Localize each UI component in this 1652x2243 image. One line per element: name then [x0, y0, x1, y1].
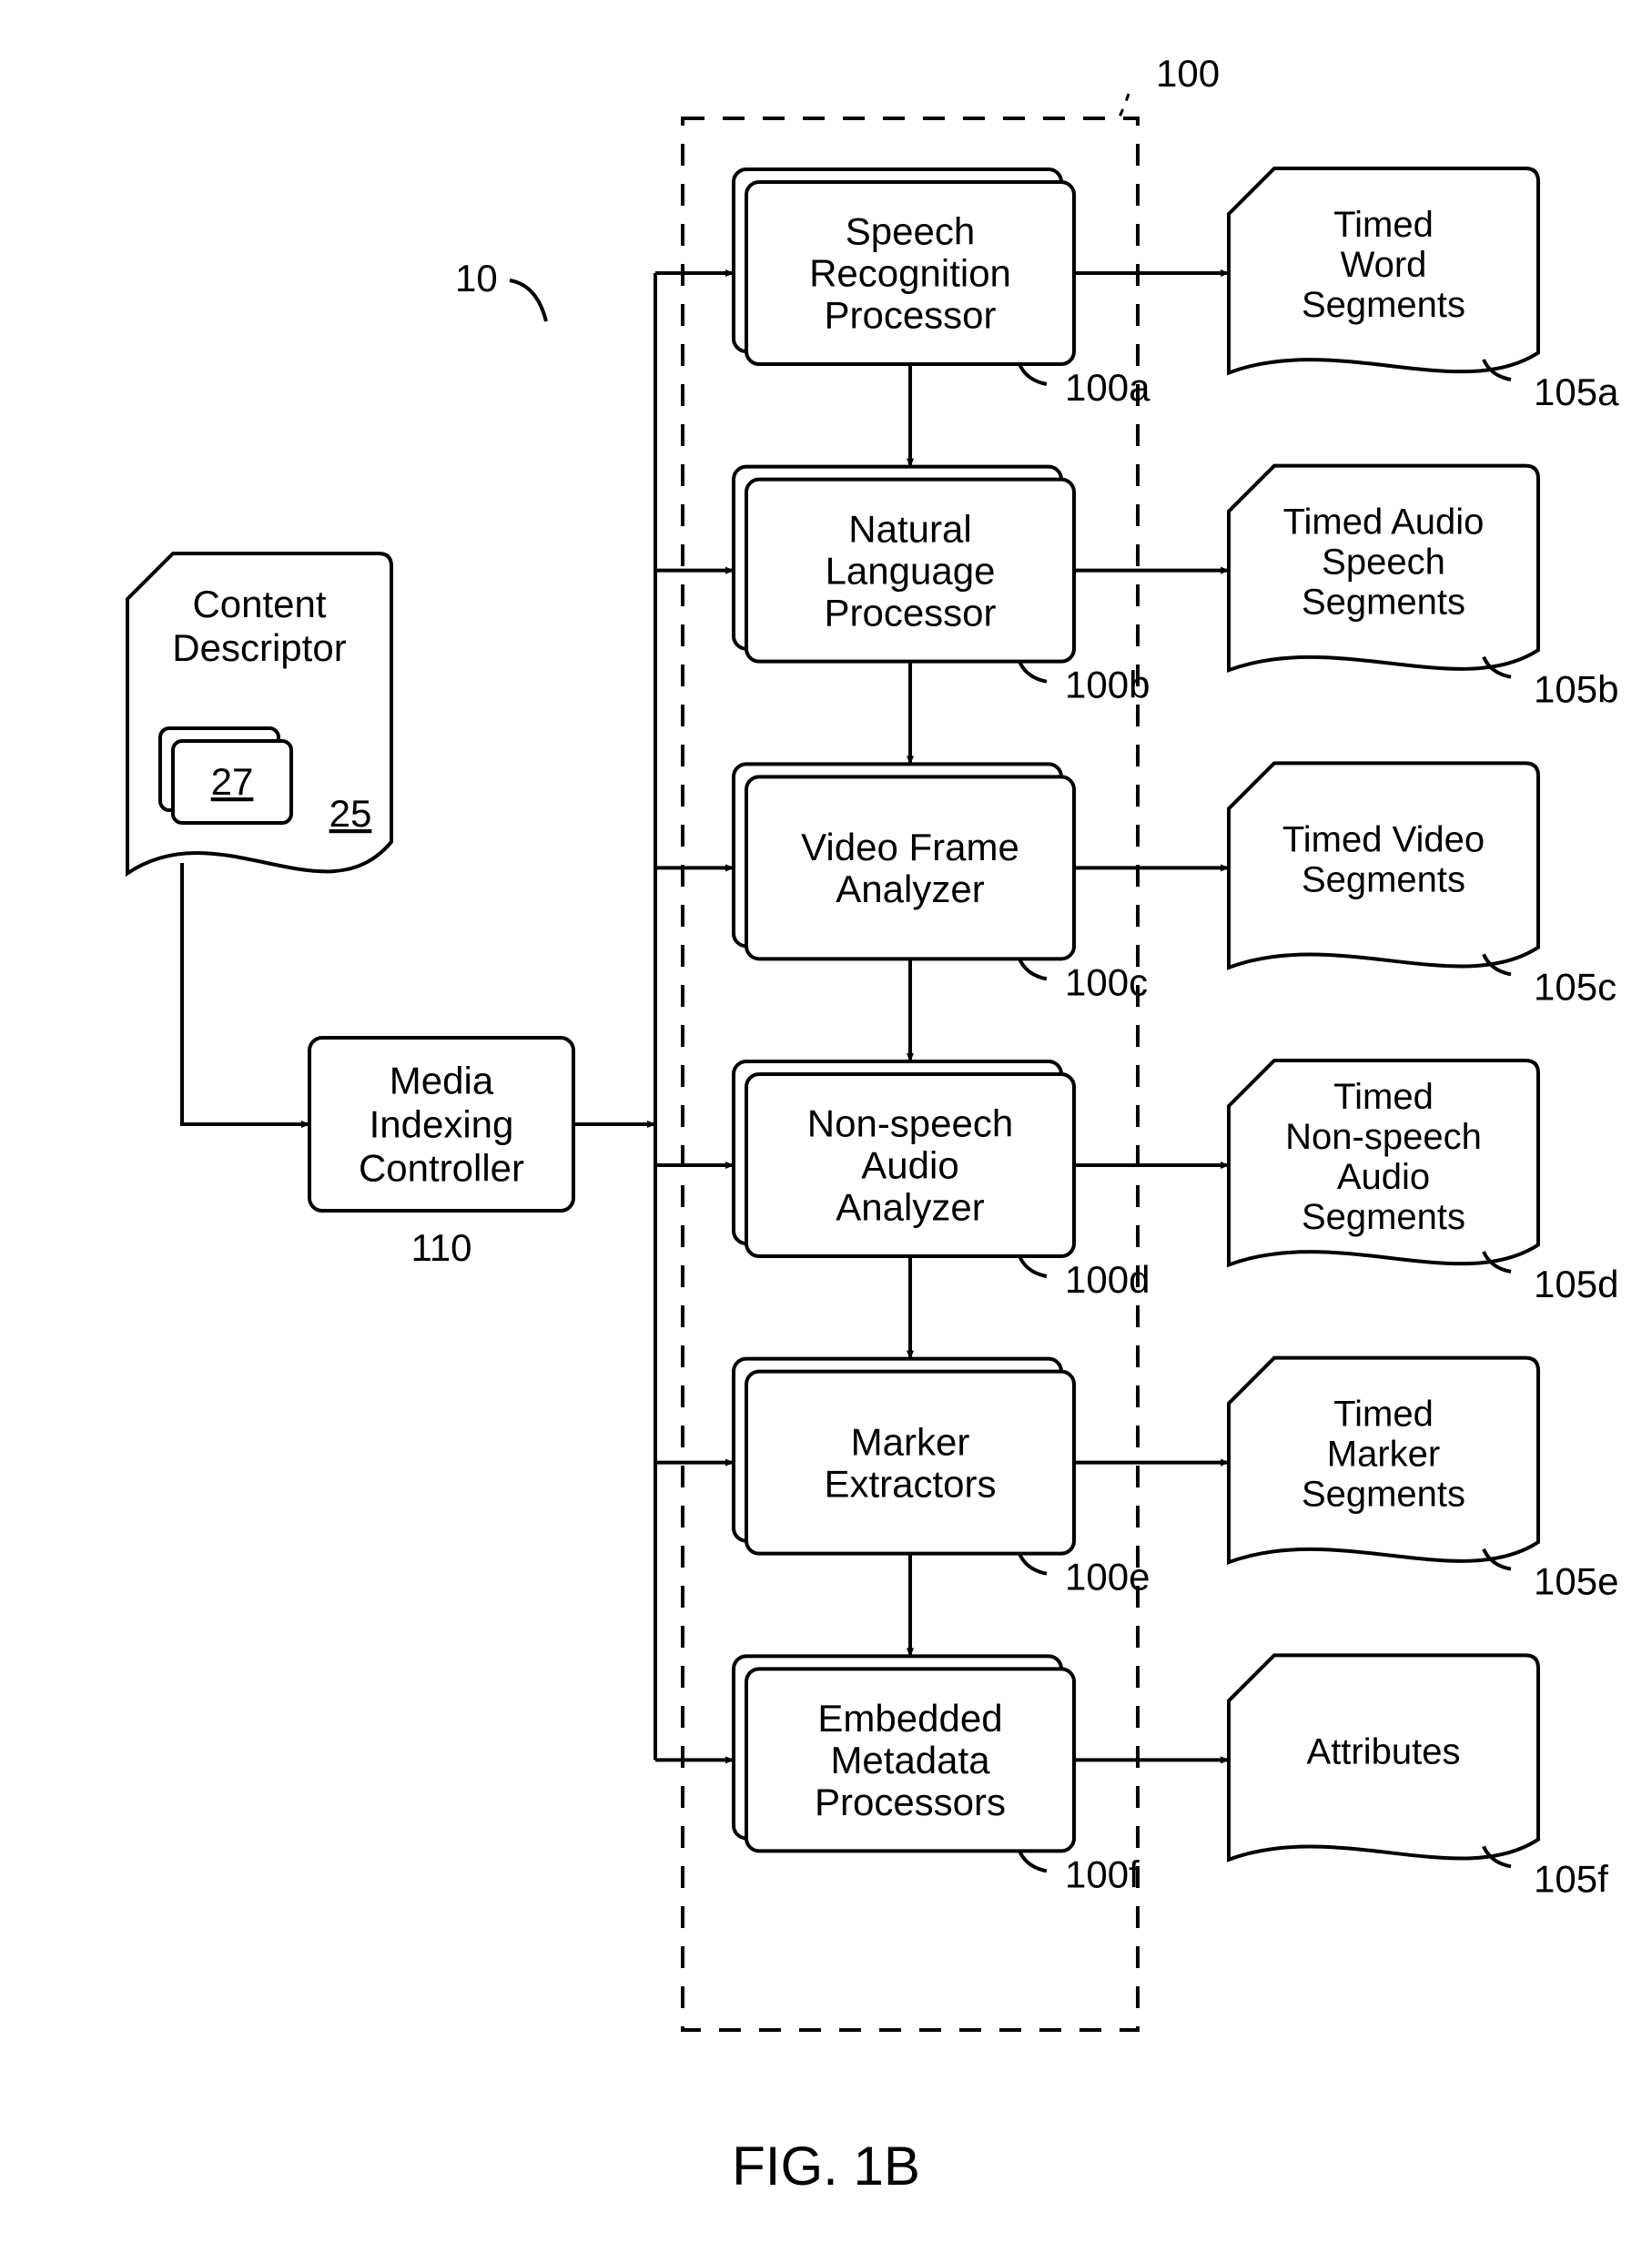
svg-text:Word: Word	[1341, 245, 1427, 285]
svg-text:Segments: Segments	[1302, 1475, 1465, 1515]
svg-text:100b: 100b	[1065, 664, 1150, 706]
svg-text:Processors: Processors	[815, 1781, 1006, 1823]
svg-text:Segments: Segments	[1302, 583, 1465, 623]
svg-text:Analyzer: Analyzer	[836, 868, 984, 910]
svg-text:Recognition: Recognition	[809, 252, 1011, 295]
svg-text:27: 27	[211, 760, 254, 803]
svg-text:100a: 100a	[1065, 366, 1150, 409]
svg-text:Embedded: Embedded	[817, 1697, 1002, 1740]
svg-text:100f: 100f	[1065, 1852, 1140, 1895]
svg-text:Segments: Segments	[1302, 285, 1465, 325]
svg-text:100e: 100e	[1065, 1556, 1150, 1599]
svg-text:Analyzer: Analyzer	[836, 1186, 984, 1229]
svg-text:Attributes: Attributes	[1307, 1731, 1461, 1771]
svg-text:Timed: Timed	[1333, 1077, 1434, 1117]
svg-text:25: 25	[329, 792, 372, 835]
svg-text:105a: 105a	[1534, 370, 1619, 413]
svg-text:Video Frame: Video Frame	[801, 826, 1019, 868]
svg-text:Descriptor: Descriptor	[172, 626, 346, 669]
svg-text:105e: 105e	[1534, 1560, 1618, 1603]
svg-text:Timed: Timed	[1333, 1395, 1434, 1435]
svg-text:Processor: Processor	[824, 591, 996, 634]
svg-text:Speech: Speech	[846, 210, 975, 253]
svg-text:Processor: Processor	[824, 294, 996, 337]
svg-text:Segments: Segments	[1302, 1197, 1465, 1237]
svg-text:105f: 105f	[1534, 1857, 1608, 1900]
svg-text:Timed Audio: Timed Audio	[1283, 502, 1485, 543]
svg-text:Language: Language	[826, 549, 996, 592]
svg-text:Media: Media	[390, 1060, 494, 1102]
svg-text:100: 100	[1156, 52, 1220, 95]
svg-text:100c: 100c	[1065, 960, 1148, 1003]
svg-text:Indexing: Indexing	[370, 1103, 514, 1146]
svg-text:Audio: Audio	[1337, 1157, 1430, 1197]
svg-text:105b: 105b	[1534, 668, 1618, 711]
svg-text:Content: Content	[192, 583, 326, 625]
svg-text:10: 10	[455, 257, 498, 299]
svg-text:105c: 105c	[1534, 965, 1617, 1008]
svg-text:Audio: Audio	[861, 1144, 958, 1187]
svg-text:100d: 100d	[1065, 1258, 1150, 1301]
svg-text:Segments: Segments	[1302, 859, 1465, 899]
svg-text:Timed: Timed	[1333, 205, 1434, 245]
svg-text:105d: 105d	[1534, 1263, 1618, 1305]
svg-text:FIG. 1B: FIG. 1B	[732, 2136, 920, 2197]
svg-text:Extractors: Extractors	[824, 1462, 996, 1505]
svg-text:Marker: Marker	[1327, 1435, 1440, 1475]
svg-text:Speech: Speech	[1322, 543, 1445, 583]
svg-text:Metadata: Metadata	[830, 1739, 990, 1781]
svg-text:Non-speech: Non-speech	[807, 1102, 1013, 1145]
svg-text:Timed Video: Timed Video	[1282, 819, 1485, 859]
svg-text:Controller: Controller	[359, 1147, 524, 1190]
svg-text:Marker: Marker	[851, 1420, 970, 1463]
svg-text:Non-speech: Non-speech	[1285, 1117, 1482, 1157]
svg-text:Natural: Natural	[848, 507, 971, 550]
svg-text:110: 110	[411, 1226, 472, 1269]
diagram-svg: 100 10 ContentDescriptor 27 25 MediaIndexingC…	[0, 0, 1652, 2243]
